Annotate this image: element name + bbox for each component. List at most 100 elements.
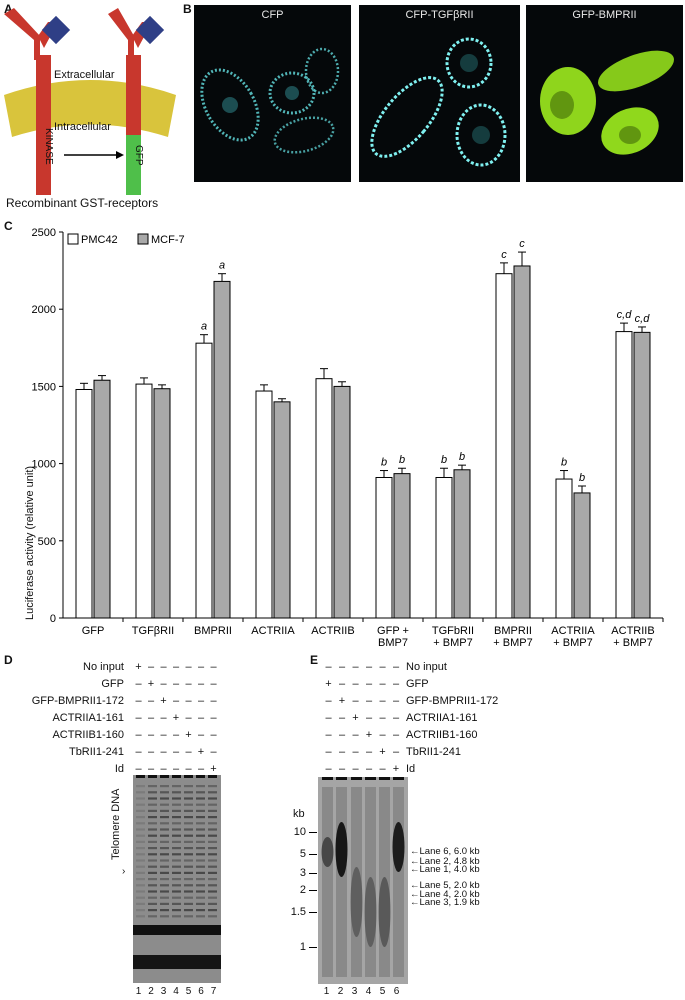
- lane-number: 2: [337, 986, 344, 997]
- lane-number: 7: [210, 986, 217, 997]
- ladder-band: [208, 871, 217, 874]
- ladder-band: [136, 878, 145, 881]
- ladder-band: [148, 884, 157, 887]
- category-label: + BMP7: [553, 637, 592, 649]
- condition-mark: –: [135, 729, 142, 741]
- condition-mark: –: [185, 695, 192, 707]
- size-annotation: ←Lane 6, 6.0 kb: [410, 846, 480, 857]
- ladder-band: [160, 884, 169, 887]
- condition-mark: –: [352, 763, 359, 775]
- ladder-band: [172, 853, 181, 856]
- condition-mark: –: [338, 712, 346, 724]
- ladder-band: [172, 884, 181, 887]
- ladder-band: [172, 803, 181, 806]
- condition-mark: –: [210, 729, 217, 741]
- condition-mark: –: [338, 729, 346, 741]
- ladder-band: [208, 803, 217, 806]
- bar-pmc42: [555, 478, 573, 619]
- lane-number: 1: [323, 986, 330, 997]
- lane-number: 5: [185, 986, 192, 997]
- well: [351, 777, 362, 780]
- condition-mark: –: [172, 729, 180, 741]
- ladder-band: [148, 909, 157, 912]
- ladder-band: [160, 865, 169, 868]
- condition-mark: +: [197, 746, 205, 758]
- condition-mark: –: [147, 729, 155, 741]
- ladder-band: [148, 871, 157, 874]
- lane-number: 4: [365, 986, 372, 997]
- kb-marker-tick: [309, 890, 317, 891]
- legend-swatch: [137, 233, 149, 245]
- ladder-band: [184, 803, 193, 806]
- condition-mark: –: [210, 661, 217, 673]
- condition-mark: –: [365, 763, 373, 775]
- condition-mark: –: [147, 763, 155, 775]
- arrow-head: [116, 151, 124, 159]
- ladder-band: [184, 859, 193, 862]
- ladder-band: [184, 853, 193, 856]
- condition-mark: –: [338, 661, 346, 673]
- ladder-band: [208, 785, 217, 788]
- ladder-band: [172, 809, 181, 812]
- y-tick-label: 500: [38, 536, 56, 548]
- ladder-band: [160, 797, 169, 800]
- ligand-left: [41, 15, 71, 45]
- ladder-band: [148, 853, 157, 856]
- receptor-left: [4, 8, 71, 195]
- y-tick-label: 2000: [32, 304, 56, 316]
- condition-mark: –: [352, 729, 359, 741]
- category-label: TGFbRII: [432, 625, 474, 637]
- bar-mcf7: [153, 388, 171, 619]
- ladder-band: [160, 822, 169, 825]
- condition-label: TbRII1-241: [406, 746, 462, 758]
- ladder-band: [160, 840, 169, 843]
- ladder-band: [196, 909, 205, 912]
- smear: [379, 787, 390, 977]
- bar-mcf7: [513, 265, 531, 619]
- ladder-band: [208, 853, 217, 856]
- ladder-band: [160, 853, 169, 856]
- panel-letter-d: D: [4, 653, 13, 667]
- lane-number: 3: [160, 986, 167, 997]
- micrograph-title: CFP: [261, 9, 284, 21]
- ladder-band: [172, 797, 181, 800]
- micrograph-cfp: CFP: [194, 5, 351, 182]
- ladder-band: [148, 797, 157, 800]
- telomere-dna-label: Telomere DNA: [110, 788, 122, 860]
- ladder-band: [160, 871, 169, 874]
- ladder-band: [172, 847, 181, 850]
- size-annotation: ←Lane 1, 4.0 kb: [410, 864, 480, 875]
- condition-mark: –: [135, 763, 142, 775]
- lane-number: 6: [198, 986, 204, 997]
- smear: [393, 787, 404, 977]
- ladder-band: [136, 816, 145, 819]
- ladder-band: [184, 902, 193, 905]
- ladder-band: [184, 791, 193, 794]
- ladder-band: [196, 791, 205, 794]
- kb-marker-tick: [309, 947, 317, 948]
- condition-mark: –: [379, 661, 386, 673]
- bar-pmc42: [75, 388, 93, 619]
- micrograph-gfp-bmprii: GFP-BMPRII: [526, 5, 683, 182]
- condition-mark: –: [379, 678, 386, 690]
- cfp-cells: [200, 47, 340, 154]
- condition-label: GFP: [406, 678, 429, 690]
- southern-blot-gel: [318, 777, 408, 984]
- condition-mark: –: [197, 729, 205, 741]
- gfp-segment: [126, 135, 141, 195]
- lane-number: 5: [379, 986, 386, 997]
- ladder-band: [172, 890, 181, 893]
- condition-label: GFP-BMPRII1-172: [406, 695, 499, 707]
- ladder-band: [196, 915, 205, 918]
- condition-mark: +: [379, 746, 386, 758]
- smear: [336, 787, 347, 977]
- category-label: + BMP7: [493, 637, 532, 649]
- category-label: BMPRII: [194, 625, 232, 637]
- condition-mark: –: [172, 763, 180, 775]
- condition-mark: –: [172, 695, 180, 707]
- ladder-band: [148, 828, 157, 831]
- condition-mark: –: [185, 712, 192, 724]
- significance-label: c: [519, 238, 525, 250]
- well: [208, 775, 217, 778]
- condition-mark: –: [325, 729, 332, 741]
